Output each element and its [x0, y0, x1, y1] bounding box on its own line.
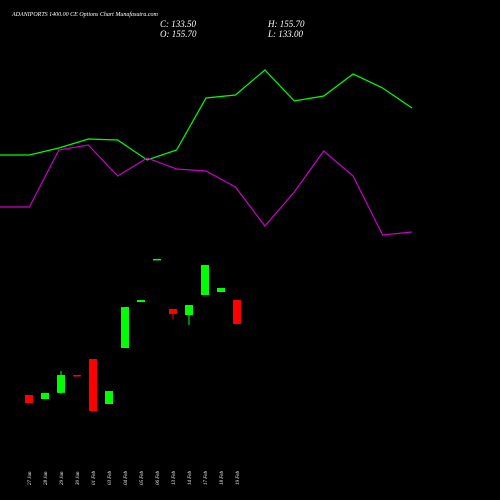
x-tick-label: 03 Feb: [108, 470, 113, 485]
x-tick-label: 17 Feb: [204, 470, 209, 485]
x-tick-label: 18 Feb: [220, 470, 225, 485]
chart-title: ADANIPORTS 1400.00 CE Options Chart Muna…: [11, 11, 159, 18]
candle-body: [89, 359, 97, 412]
candle-body: [201, 264, 209, 296]
candle-body: [169, 308, 177, 315]
x-tick-label: 13 Feb: [172, 470, 177, 485]
x-tick-label: 06 Feb: [156, 470, 161, 485]
candle-body: [153, 258, 161, 261]
ohlc-label: H: 155.70: [267, 19, 305, 29]
indicator-line: [0, 69, 413, 161]
candle-body: [233, 300, 241, 324]
x-tick-label: 14 Feb: [188, 470, 193, 485]
indicator-line: [0, 144, 413, 236]
ohlc-label: O: 155.70: [160, 29, 197, 39]
x-tick-label: 29 Jan: [60, 471, 65, 485]
ohlc-label: C: 133.50: [160, 19, 197, 29]
candle-body: [57, 375, 65, 393]
candle-body: [185, 304, 193, 316]
ohlc-label: L: 133.00: [267, 29, 304, 39]
candle-body: [41, 392, 49, 400]
candle-body: [137, 300, 145, 303]
candle-body: [121, 307, 129, 348]
candle-body: [105, 391, 113, 404]
x-tick-label: 27 Jan: [28, 471, 33, 485]
x-tick-label: 28 Jan: [44, 471, 49, 485]
candle-body: [25, 395, 33, 404]
x-tick-label: 04 Feb: [124, 470, 129, 485]
candle-body: [73, 375, 81, 377]
x-tick-label: 30 Jan: [76, 471, 81, 485]
x-tick-label: 01 Feb: [92, 470, 97, 485]
candle-body: [217, 288, 225, 292]
x-tick-label: 19 Feb: [236, 470, 241, 485]
x-tick-label: 05 Feb: [140, 470, 145, 485]
